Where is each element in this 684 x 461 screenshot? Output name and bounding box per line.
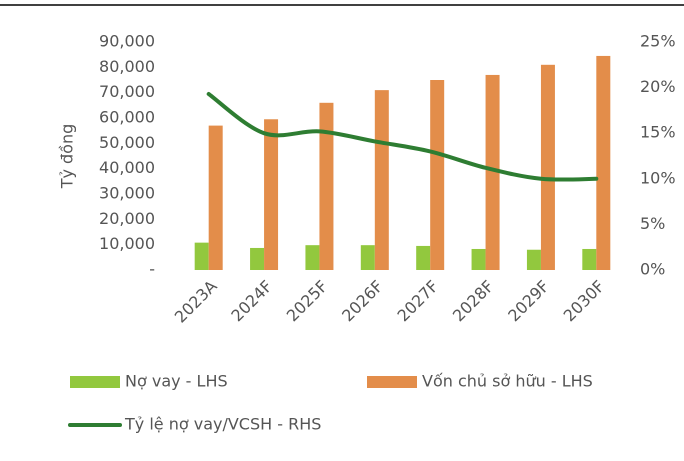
y2-tick-label: 25%: [640, 32, 676, 51]
bar: [596, 55, 611, 270]
x-tick-label: 2026F: [338, 277, 387, 326]
x-tick-label: 2025F: [283, 277, 332, 326]
legend-label: Tỷ lệ nợ vay/VCSH - RHS: [124, 415, 321, 434]
bar: [250, 247, 265, 270]
y-tick-label: 60,000: [99, 108, 155, 127]
bar: [374, 90, 389, 270]
bar: [430, 80, 445, 270]
y-tick-label: 70,000: [99, 82, 155, 101]
bar: [485, 74, 500, 270]
y-tick-label: 10,000: [99, 234, 155, 253]
x-tick-label: 2028F: [449, 277, 498, 326]
bar: [194, 242, 209, 270]
y2-tick-label: 20%: [640, 77, 676, 96]
legend-swatch: [367, 376, 417, 388]
bar: [319, 102, 334, 270]
x-tick-label: 2027F: [393, 277, 442, 326]
legend-label: Nợ vay - LHS: [125, 372, 228, 391]
y-axis-label: Tỷ đồng: [58, 124, 77, 190]
y-tick-label: 90,000: [99, 32, 155, 51]
y-tick-label: -: [149, 260, 155, 279]
bar: [540, 64, 555, 270]
bar: [305, 245, 320, 270]
y-tick-label: 20,000: [99, 209, 155, 228]
y2-tick-label: 0%: [640, 260, 665, 279]
bar: [264, 119, 279, 271]
x-tick-label: 2029F: [504, 277, 553, 326]
legend-swatch: [70, 376, 120, 388]
y-tick-label: 30,000: [99, 184, 155, 203]
y-tick-label: 50,000: [99, 133, 155, 152]
x-tick-label: 2023A: [171, 277, 221, 327]
legend-label: Vốn chủ sở hữu - LHS: [422, 372, 593, 391]
y2-tick-label: 5%: [640, 214, 665, 233]
bar: [360, 245, 375, 270]
y2-tick-label: 10%: [640, 168, 676, 187]
bar: [208, 125, 223, 270]
bar: [416, 245, 431, 270]
y2-tick-label: 15%: [640, 123, 676, 142]
x-tick-label: 2030F: [560, 277, 609, 326]
bar: [471, 248, 486, 270]
line: [206, 91, 599, 182]
y-tick-label: 40,000: [99, 158, 155, 177]
y-tick-label: 80,000: [99, 57, 155, 76]
x-tick-label: 2024F: [227, 277, 276, 326]
bar: [582, 248, 597, 270]
bar: [526, 249, 541, 270]
